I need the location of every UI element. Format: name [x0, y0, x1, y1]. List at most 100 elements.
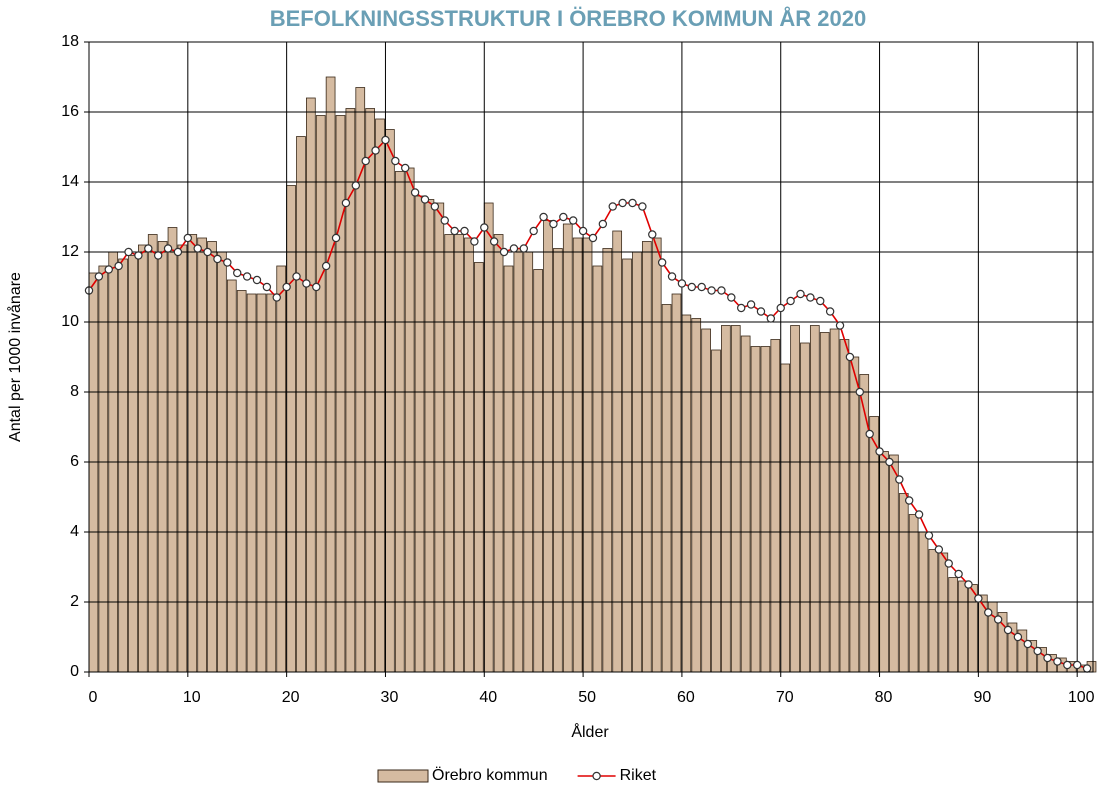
line-point — [984, 608, 993, 617]
bar — [948, 577, 959, 673]
legend-label: Riket — [620, 767, 657, 784]
line-point — [1072, 660, 1082, 670]
bar — [157, 241, 168, 673]
line-point — [331, 233, 341, 243]
bar — [167, 227, 178, 673]
line-point — [440, 216, 449, 225]
line-point — [183, 233, 193, 243]
line-point — [193, 244, 202, 253]
bar — [493, 234, 504, 673]
y-tick-label: 0 — [70, 663, 79, 680]
line-point — [835, 321, 845, 330]
line-point — [914, 510, 924, 519]
bar — [473, 262, 484, 673]
line-point — [430, 202, 440, 211]
bar — [464, 237, 474, 673]
bar — [671, 293, 682, 673]
bar — [365, 108, 375, 673]
line-point — [964, 580, 973, 589]
line-point — [242, 272, 252, 281]
bar — [582, 237, 593, 673]
line-point — [489, 237, 499, 246]
legend-label: Örebro kommun — [432, 766, 548, 784]
line-point — [470, 237, 479, 246]
line-point — [1023, 639, 1032, 649]
line-point — [944, 559, 953, 568]
line-point — [509, 244, 519, 253]
bar — [118, 258, 128, 673]
line-point — [727, 293, 736, 302]
line-point — [420, 195, 430, 204]
line-point — [144, 244, 153, 253]
line-point — [361, 156, 370, 166]
line-point — [1033, 646, 1042, 656]
plot-area — [88, 41, 1094, 673]
line-point — [776, 303, 785, 313]
bar — [721, 325, 731, 673]
bar — [898, 493, 909, 673]
bar — [266, 293, 277, 673]
line-point — [173, 247, 183, 257]
x-axis-label: Ålder — [571, 722, 609, 741]
line-point — [391, 156, 400, 166]
bar — [651, 237, 662, 673]
bar — [404, 167, 415, 673]
line-point — [321, 261, 331, 271]
line-point — [628, 198, 637, 208]
line-point — [371, 146, 380, 155]
line-point — [638, 202, 647, 211]
line-point — [974, 594, 983, 603]
line-point — [282, 282, 291, 292]
y-tick-label: 2 — [70, 593, 79, 610]
y-axis-label: Antal per 1000 invånare — [6, 272, 24, 442]
line-point — [816, 296, 825, 306]
bar — [424, 199, 435, 673]
x-tick-label: 70 — [776, 689, 794, 706]
line-point — [588, 233, 598, 243]
bar — [849, 356, 860, 673]
line-point — [312, 282, 321, 292]
line-point — [450, 226, 459, 236]
x-tick-label: 10 — [183, 689, 201, 706]
line-point — [94, 272, 104, 281]
y-tick-label: 14 — [61, 173, 79, 190]
line-point — [223, 258, 232, 267]
line-point — [401, 163, 410, 173]
bar — [750, 346, 761, 673]
line-point — [707, 286, 716, 295]
bar — [770, 339, 781, 673]
bar — [533, 269, 543, 673]
bar — [315, 115, 326, 673]
line-point — [134, 251, 143, 260]
bar — [622, 258, 632, 673]
line-point — [262, 282, 272, 292]
bar — [444, 234, 455, 673]
bar — [661, 304, 672, 673]
bar — [98, 265, 109, 673]
line-point — [825, 307, 835, 316]
line-point — [302, 279, 311, 288]
bar — [592, 265, 603, 673]
bar — [454, 234, 464, 673]
bar — [829, 328, 840, 673]
line-point — [233, 268, 242, 278]
line-point — [924, 531, 934, 540]
bar — [236, 290, 247, 673]
line-point — [796, 289, 805, 299]
bar — [562, 223, 573, 673]
bar — [335, 115, 346, 673]
bar — [553, 248, 563, 673]
line-point — [272, 293, 281, 302]
line-point — [598, 219, 608, 229]
bar — [760, 346, 771, 673]
bar — [572, 237, 583, 673]
line-point — [578, 226, 588, 236]
line-point — [1063, 660, 1072, 670]
line-point — [895, 475, 904, 484]
bar — [711, 349, 721, 673]
bar — [296, 136, 306, 673]
bar — [730, 325, 741, 673]
bar — [187, 234, 198, 673]
line-point — [539, 212, 548, 222]
bar — [839, 339, 850, 673]
